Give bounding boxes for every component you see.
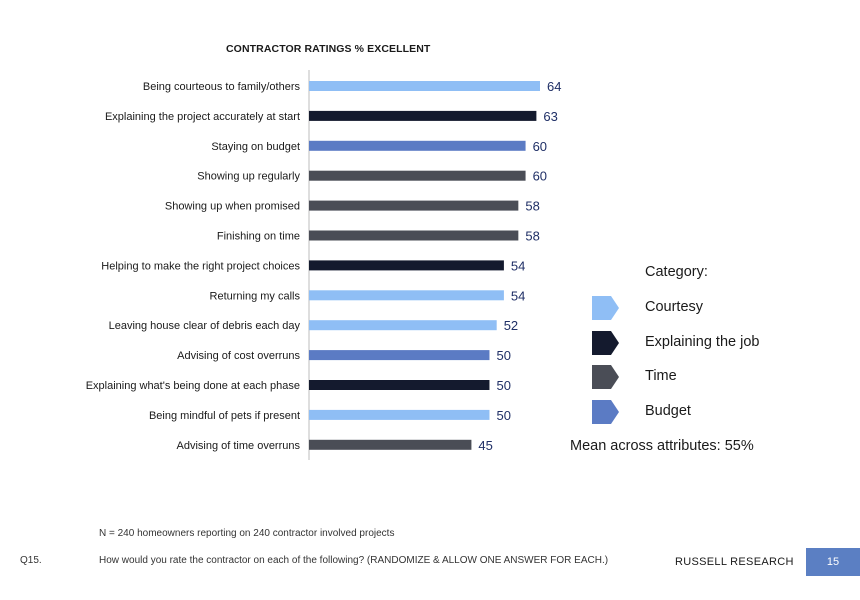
bar-staying-on-budget [309,140,526,151]
category-label-showing-up-when-promised: Showing up when promised [165,201,300,213]
bar-showing-up-regularly [309,170,526,181]
value-label-leaving-house-clear-of-debris-each-day: 52 [504,318,518,333]
bar-being-mindful-of-pets-if-present [309,409,490,420]
value-label-being-courteous-to-family-others: 64 [547,79,561,94]
value-label-showing-up-regularly: 60 [533,169,547,184]
category-label-finishing-on-time: Finishing on time [217,231,300,243]
bar-advising-of-time-overruns [309,439,472,450]
legend-swatch-explaining-the-job [592,331,619,355]
category-label-showing-up-regularly: Showing up regularly [197,171,300,183]
value-label-helping-to-make-the-right-project-choices: 54 [511,258,525,273]
category-label-being-mindful-of-pets-if-present: Being mindful of pets if present [149,410,300,422]
value-label-advising-of-cost-overruns: 50 [496,348,510,363]
page-number: 15 [806,548,860,576]
value-label-finishing-on-time: 58 [525,229,539,244]
category-label-explaining-what-s-being-done-at-each-phase: Explaining what's being done at each pha… [86,380,300,392]
category-label-advising-of-time-overruns: Advising of time overruns [177,440,301,452]
value-label-returning-my-calls: 54 [511,288,525,303]
category-label-explaining-the-project-accurately-at-start: Explaining the project accurately at sta… [105,111,300,123]
legend-swatch-time [592,365,619,389]
category-label-helping-to-make-the-right-project-choices: Helping to make the right project choice… [101,260,300,272]
legend-label-time: Time [645,368,677,384]
legend-label-explaining-the-job: Explaining the job [645,334,760,350]
category-label-leaving-house-clear-of-debris-each-day: Leaving house clear of debris each day [109,320,301,332]
category-label-being-courteous-to-family-others: Being courteous to family/others [143,81,301,93]
legend-label-budget: Budget [645,403,691,419]
legend-title: Category: [645,264,708,280]
legend-swatch-courtesy [592,296,619,320]
category-label-staying-on-budget: Staying on budget [211,141,300,153]
bar-showing-up-when-promised [309,200,519,211]
chart-title: CONTRACTOR RATINGS % EXCELLENT [226,43,431,55]
bar-explaining-what-s-being-done-at-each-phase [309,380,490,390]
category-label-advising-of-cost-overruns: Advising of cost overruns [177,350,300,362]
sample-size-note: N = 240 homeowners reporting on 240 cont… [99,528,395,539]
bar-finishing-on-time [309,230,519,241]
legend-swatch-budget [592,400,619,424]
bar-helping-to-make-the-right-project-choices [309,260,504,271]
question-text: How would you rate the contractor on eac… [99,555,609,566]
bar-being-courteous-to-family-others [309,81,540,91]
value-label-advising-of-time-overruns: 45 [478,438,492,453]
value-label-explaining-what-s-being-done-at-each-phase: 50 [496,378,510,393]
value-label-staying-on-budget: 60 [533,139,547,154]
value-label-explaining-the-project-accurately-at-start: 63 [543,109,557,124]
mean-across-attributes: Mean across attributes: 55% [570,438,754,454]
value-label-showing-up-when-promised: 58 [525,199,539,214]
bar-advising-of-cost-overruns [309,350,490,361]
value-label-being-mindful-of-pets-if-present: 50 [496,408,510,423]
bar-explaining-the-project-accurately-at-start [309,110,537,121]
bar-returning-my-calls [309,290,504,301]
question-id: Q15. [20,555,42,566]
legend-label-courtesy: Courtesy [645,299,704,315]
bar-leaving-house-clear-of-debris-each-day [309,320,497,331]
brand-name: RUSSELL RESEARCH [675,556,794,568]
category-label-returning-my-calls: Returning my calls [210,290,301,302]
